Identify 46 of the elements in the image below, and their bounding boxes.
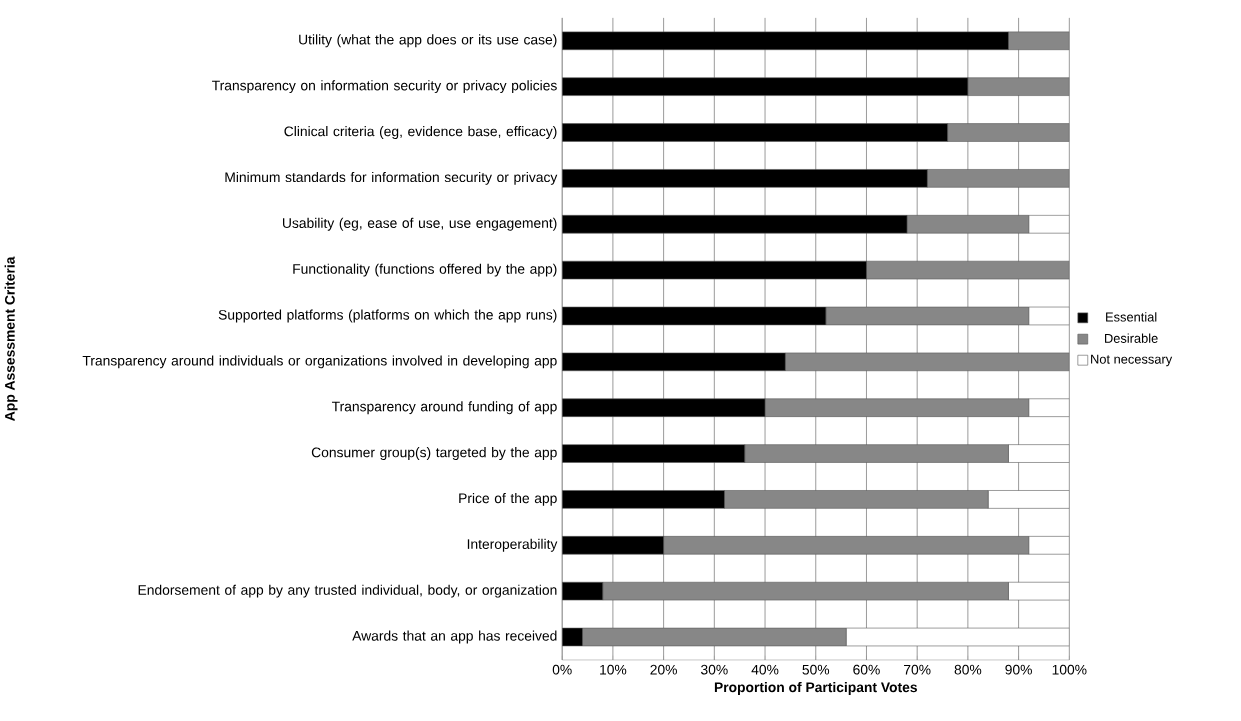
y-tick-label: Transparency on information security or privacy policies	[212, 79, 557, 93]
x-tick-label: 90%	[1005, 664, 1032, 675]
y-axis-title: App Assessment Criteria	[4, 256, 18, 421]
x-tick-label: 30%	[701, 664, 728, 675]
x-tick-label: 10%	[600, 664, 627, 675]
x-tick-label: 60%	[853, 664, 880, 675]
y-tick-label: Awards that an app has received	[352, 630, 557, 644]
bar	[562, 535, 664, 555]
legend-label: Essential	[1106, 311, 1157, 322]
bar	[967, 77, 1070, 96]
x-axis-title: Proportion of Participant Votes	[714, 681, 917, 695]
y-tick-label: Utility (what the app does or its use case)	[299, 34, 557, 48]
y-tick-label: Usability (eg, ease of use, use engagement)	[283, 217, 557, 231]
y-tick-label: Endorsement of app by any trusted individual, body, or organization	[138, 584, 557, 598]
bar	[562, 168, 928, 188]
bar	[562, 489, 725, 509]
bar	[764, 398, 1030, 417]
bar	[906, 214, 1030, 234]
x-tick-label: 0%	[552, 664, 572, 675]
y-tick-label: Supported platforms (platforms on which the app runs)	[218, 309, 557, 323]
y-tick-label: Transparency around individuals or organizations involved in developing app	[82, 355, 557, 369]
y-tick-label: Clinical criteria (eg, evidence base, efficacy)	[284, 125, 557, 139]
x-tick-label: 40%	[751, 664, 779, 675]
text: Not necessary	[1091, 354, 1173, 367]
x-tick-label: 100%	[1052, 664, 1087, 675]
bar	[663, 535, 1030, 555]
bar	[947, 123, 1070, 142]
y-tick-label: Transparency around funding of app	[331, 401, 557, 414]
x-tick-label: 70%	[904, 664, 931, 675]
x-tick-label: 80%	[954, 664, 982, 675]
bar	[562, 214, 908, 234]
y-tick-label: Price of the app	[459, 492, 557, 506]
bar	[562, 77, 969, 96]
y-tick-label: Functionality (functions offered by the app)	[293, 263, 557, 277]
y-tick-label: Minimum standards for information security or privacy	[225, 171, 558, 185]
x-tick-label: 50%	[802, 664, 830, 675]
bar	[562, 123, 948, 142]
bar	[927, 168, 1070, 188]
legend-label: Desirable	[1105, 333, 1158, 343]
y-tick-label: Interoperability	[467, 538, 558, 552]
x-tick-label: 20%	[650, 664, 677, 675]
bar	[562, 444, 746, 463]
bar	[744, 444, 1009, 463]
y-tick-label: Consumer group(s) targeted by the app	[311, 446, 557, 460]
bar	[562, 398, 766, 417]
bar	[724, 489, 989, 509]
